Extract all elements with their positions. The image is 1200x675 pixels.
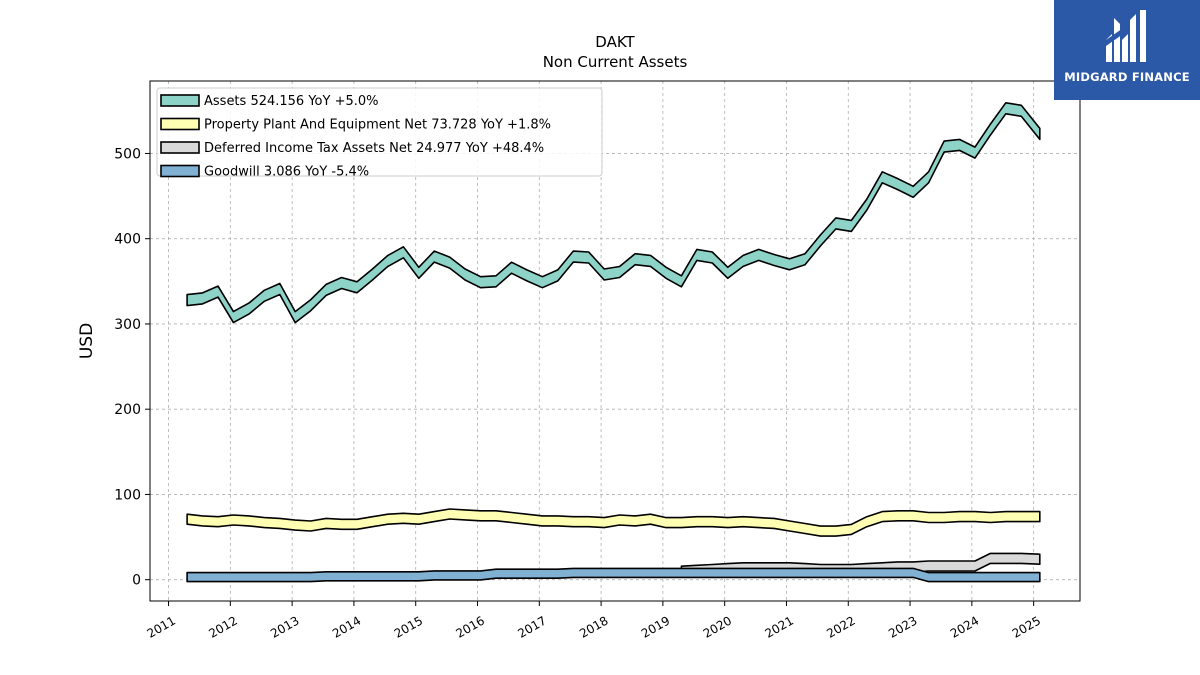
chart-titles: DAKT Non Current Assets xyxy=(543,33,688,71)
plot-frame xyxy=(149,80,1081,602)
x-tick-label: 2012 xyxy=(206,613,239,640)
y-tick-label: 0 xyxy=(132,573,141,589)
legend-swatch xyxy=(160,164,200,178)
x-tick-label: 2019 xyxy=(639,613,672,640)
x-axis: 2011 2012 2013 2014 2015 2016 2017 2018 2019 2020… xyxy=(145,601,1043,641)
x-tick-label: 2025 xyxy=(1010,613,1043,640)
x-tick-label: 2011 xyxy=(145,613,178,640)
legend-swatch xyxy=(160,141,200,154)
legend-swatch xyxy=(160,117,200,131)
series-band-1 xyxy=(186,508,1041,537)
x-tick-label: 2013 xyxy=(268,613,301,640)
legend-entry: Assets 524.156 YoY +5.0% xyxy=(204,94,379,109)
x-tick-label: 2015 xyxy=(392,613,425,640)
series-band-3 xyxy=(186,567,1041,583)
x-tick-label: 2016 xyxy=(454,613,487,640)
x-tick-label: 2021 xyxy=(763,613,796,640)
x-tick-label: 2022 xyxy=(824,613,857,640)
x-tick-label: 2017 xyxy=(515,613,548,640)
x-tick-label: 2023 xyxy=(886,613,919,640)
y-axis-label: USD xyxy=(77,323,97,359)
series-layer xyxy=(186,102,1041,583)
y-tick-label: 300 xyxy=(114,317,141,333)
y-axis: 0 100 200 300 400 500 xyxy=(114,146,150,589)
brand-logo: MIDGARD FINANCE xyxy=(1054,0,1200,100)
legend-swatch xyxy=(160,94,200,107)
y-tick-label: 500 xyxy=(114,146,141,162)
brand-name: MIDGARD FINANCE xyxy=(1064,70,1190,84)
legend-entry: Property Plant And Equipment Net 73.728 … xyxy=(204,118,551,133)
x-tick-label: 2024 xyxy=(948,613,981,640)
x-tick-label: 2014 xyxy=(330,613,363,640)
y-tick-label: 200 xyxy=(114,402,141,418)
legend: Assets 524.156 YoY +5.0% Property Plant A… xyxy=(156,87,603,180)
chart-title: DAKT xyxy=(595,33,635,51)
series-band-0 xyxy=(186,102,1041,324)
legend-entry: Deferred Income Tax Assets Net 24.977 Yo… xyxy=(204,141,544,156)
x-tick-label: 2018 xyxy=(577,613,610,640)
legend-box xyxy=(156,87,603,177)
legend-entry: Goodwill 3.086 YoY -5.4% xyxy=(204,165,369,180)
logo-mark-icon xyxy=(1106,10,1146,62)
x-tick-label: 2020 xyxy=(701,613,734,640)
chart-subtitle: Non Current Assets xyxy=(543,53,688,71)
y-tick-label: 400 xyxy=(114,232,141,248)
y-tick-label: 100 xyxy=(114,487,141,503)
